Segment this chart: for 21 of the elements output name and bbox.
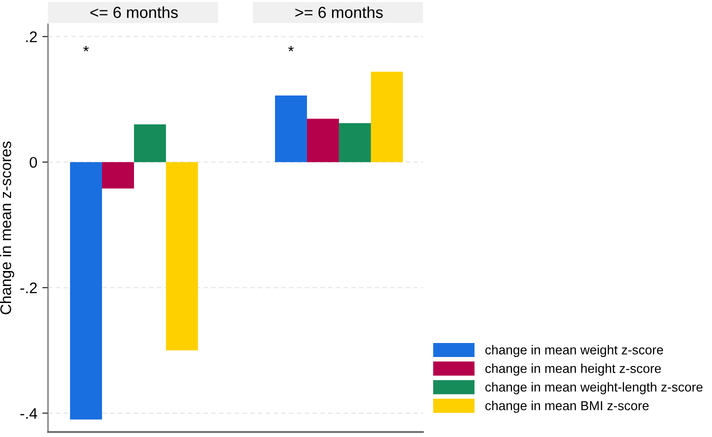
bar (306, 118, 339, 162)
legend-label: change in mean height z-score (485, 364, 661, 376)
bar (275, 96, 307, 162)
annotation: * (288, 46, 294, 52)
legend-label: change in mean weight z-score (485, 344, 664, 357)
y-tick-label: -.4 (20, 408, 38, 419)
annotation: * (83, 46, 89, 52)
y-axis-title: Change in mean z-scores (0, 142, 14, 314)
bar (70, 162, 102, 420)
bar (338, 123, 371, 162)
bar (370, 72, 403, 162)
bar (102, 162, 134, 188)
bar (166, 162, 198, 350)
y-tick-label: -.2 (20, 282, 37, 294)
x-tick-label: >= 6 months (295, 6, 383, 18)
legend-label: change in mean weight-length z-score (485, 382, 703, 394)
legend-label: change in mean BMI z-score (485, 400, 649, 413)
y-tick-label: .2 (26, 31, 37, 42)
x-tick-label: <= 6 months (90, 6, 178, 18)
bar (134, 124, 166, 162)
y-tick-label: 0 (30, 156, 37, 168)
